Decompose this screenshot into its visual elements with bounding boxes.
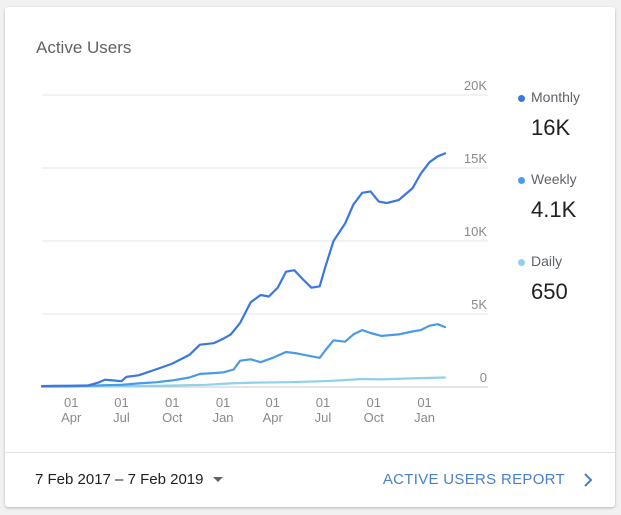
series-line-weekly xyxy=(40,323,447,388)
series-line-daily xyxy=(40,376,447,388)
x-tick-month: Apr xyxy=(263,410,284,425)
legend-value-daily: 650 xyxy=(531,279,568,304)
chevron-right-icon xyxy=(584,472,593,487)
x-tick-month: Jan xyxy=(414,410,435,425)
x-tick-month: Jan xyxy=(213,410,234,425)
series-line-monthly xyxy=(40,152,447,388)
legend-label-weekly: Weekly xyxy=(531,171,577,187)
y-tick-label: 0 xyxy=(480,370,487,385)
x-tick-month: Oct xyxy=(364,410,385,425)
date-range-selector[interactable]: 7 Feb 2017 – 7 Feb 2019 xyxy=(35,471,224,488)
date-range-label: 7 Feb 2017 – 7 Feb 2019 xyxy=(35,471,204,488)
y-axis-ticks: 20K 15K 10K 5K 0 xyxy=(464,78,487,385)
x-tick-month: Jul xyxy=(315,410,332,425)
x-tick-day: 01 xyxy=(165,395,179,410)
x-tick-day: 01 xyxy=(417,395,431,410)
y-tick-label: 5K xyxy=(471,297,487,312)
legend-value-weekly: 4.1K xyxy=(531,197,577,222)
x-tick-month: Jul xyxy=(113,410,130,425)
x-tick-day: 01 xyxy=(64,395,78,410)
chart-series xyxy=(40,152,447,388)
legend-dot-daily xyxy=(518,259,525,266)
legend-label-daily: Daily xyxy=(531,253,563,269)
legend-value-monthly: 16K xyxy=(531,115,571,140)
card-title: Active Users xyxy=(36,38,132,57)
x-tick-day: 01 xyxy=(114,395,128,410)
chart-grid xyxy=(42,94,488,388)
active-users-card: Active Users 20K 15K 10K 5K 0 01 Apr 01 Jul 01 Oc… xyxy=(5,7,615,507)
y-tick-label: 10K xyxy=(464,224,487,239)
x-tick-day: 01 xyxy=(216,395,230,410)
x-tick-month: Oct xyxy=(162,410,183,425)
x-tick-day: 01 xyxy=(266,395,280,410)
y-tick-label: 15K xyxy=(464,151,487,166)
report-link-label: ACTIVE USERS REPORT xyxy=(382,471,565,488)
x-tick-month: Apr xyxy=(61,410,82,425)
x-tick-day: 01 xyxy=(367,395,381,410)
x-tick-day: 01 xyxy=(316,395,330,410)
caret-down-icon xyxy=(213,477,224,482)
y-tick-label: 20K xyxy=(464,78,487,93)
legend-label-monthly: Monthly xyxy=(531,89,581,105)
card-footer: 7 Feb 2017 – 7 Feb 2019 ACTIVE USERS REP… xyxy=(5,452,615,508)
legend-dot-weekly xyxy=(518,177,525,184)
active-users-report-link[interactable]: ACTIVE USERS REPORT xyxy=(383,471,593,488)
legend-dot-monthly xyxy=(518,95,525,102)
